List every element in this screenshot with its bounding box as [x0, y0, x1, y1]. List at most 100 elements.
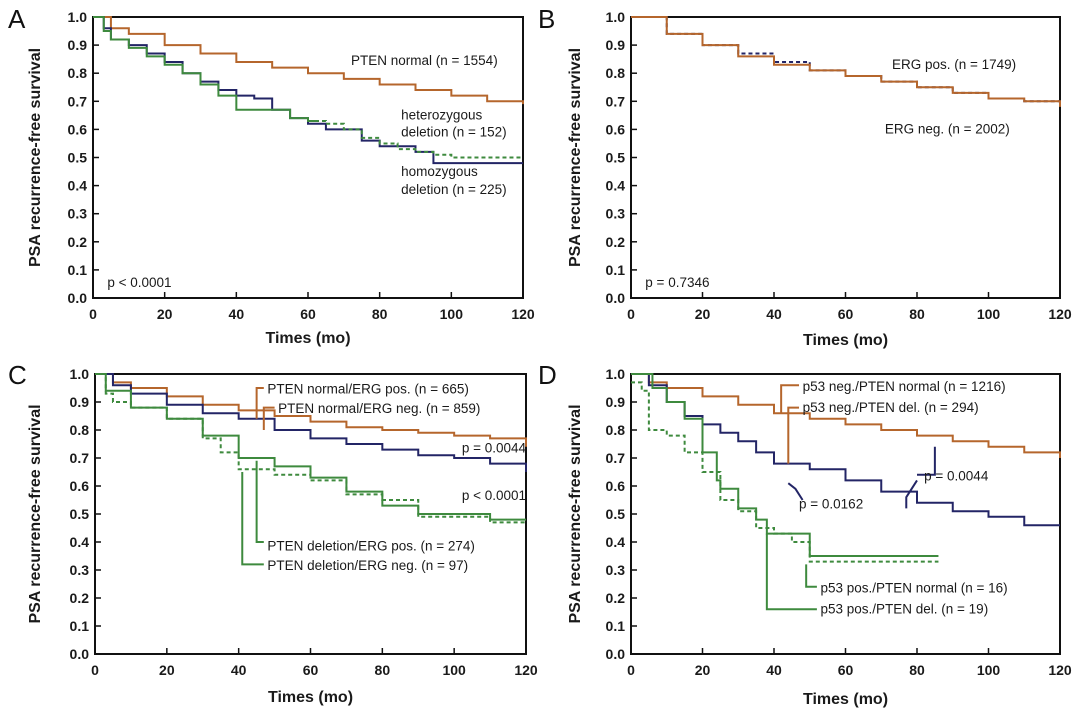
y-tick-label: 0.6 [606, 121, 626, 137]
y-tick-label: 0.4 [606, 534, 626, 550]
y-tick-label: 0.5 [606, 150, 626, 166]
annotation-label: p53 neg./PTEN normal (n = 1216) [803, 379, 1006, 394]
x-tick-label: 80 [375, 662, 391, 678]
y-tick-label: 0.2 [68, 234, 88, 250]
y-axis-label: PSA recurrence-free survival [567, 404, 584, 623]
series-line [93, 16, 523, 165]
leader-line [255, 460, 264, 543]
x-tick-label: 100 [442, 662, 466, 678]
annotation-label: p < 0.0001 [462, 488, 526, 503]
annotation-label: deletion (n = 152) [401, 124, 506, 139]
y-tick-label: 0.4 [68, 178, 88, 194]
leader-line [241, 472, 264, 566]
x-tick-label: 20 [157, 306, 173, 322]
x-tick-label: 20 [159, 662, 175, 678]
x-axis-label: Times (mo) [265, 330, 350, 347]
x-tick-label: 40 [766, 662, 782, 678]
x-tick-label: 40 [229, 306, 245, 322]
x-tick-label: 0 [627, 306, 635, 322]
x-tick-label: 60 [300, 306, 316, 322]
x-tick-label: 80 [909, 662, 925, 678]
y-tick-label: 0.7 [70, 450, 90, 466]
y-tick-label: 0.8 [68, 65, 88, 81]
annotation-label: p = 0.0044 [924, 468, 989, 483]
y-tick-label: 0.5 [70, 506, 90, 522]
annotation-label: PTEN deletion/ERG neg. (n = 97) [267, 558, 468, 573]
x-tick-label: 0 [91, 662, 99, 678]
y-tick-label: 0.0 [68, 290, 88, 306]
y-axis-label: PSA recurrence-free survival [27, 404, 44, 623]
y-tick-label: 0.0 [606, 646, 626, 662]
x-axis-label: Times (mo) [268, 689, 353, 706]
annotation-label: ERG neg. (n = 2002) [885, 122, 1010, 137]
y-tick-label: 0.7 [68, 93, 88, 109]
y-tick-label: 0.3 [606, 562, 626, 578]
panel-c: C 0.0 0.1 0.2 0.3 0.4 0.5 0.6 0.7 0.8 0.9 1.0 0 20 40 6… [8, 360, 538, 706]
panel-letter: B [538, 4, 555, 34]
annotation-label: p53 pos./PTEN normal (n = 16) [820, 580, 1007, 595]
y-tick-label: 0.8 [606, 422, 626, 438]
x-tick-label: 0 [89, 306, 97, 322]
y-tick-label: 0.9 [70, 394, 90, 410]
x-tick-label: 60 [838, 662, 854, 678]
panel-b: B 0.0 0.1 0.2 0.3 0.4 0.5 0.6 0.7 0.8 0.9 1.0 0 20 40 6… [538, 4, 1072, 349]
x-tick-label: 20 [695, 662, 711, 678]
series-line [93, 16, 524, 105]
x-tick-label: 120 [1048, 662, 1072, 678]
y-tick-label: 1.0 [606, 366, 626, 382]
series-line [308, 119, 523, 159]
x-tick-label: 100 [440, 306, 464, 322]
annotation-label: deletion (n = 225) [401, 182, 506, 197]
annotation-label: homozygous [401, 164, 478, 179]
annotation-label: PTEN normal/ERG pos. (n = 665) [267, 382, 468, 397]
series-line [95, 373, 527, 472]
x-tick-label: 100 [977, 662, 1001, 678]
leader-line [787, 406, 800, 464]
x-tick-label: 100 [977, 306, 1001, 322]
leader-line [765, 533, 817, 611]
y-tick-label: 0.3 [606, 206, 626, 222]
y-tick-label: 1.0 [68, 9, 88, 25]
y-tick-label: 0.4 [70, 534, 90, 550]
x-tick-label: 40 [231, 662, 247, 678]
y-tick-label: 0.8 [70, 422, 90, 438]
leader-line [905, 479, 918, 509]
x-tick-label: 60 [303, 662, 319, 678]
leader-line [262, 406, 275, 430]
x-tick-label: 40 [766, 306, 782, 322]
annotation-label: p < 0.0001 [107, 275, 171, 290]
y-tick-label: 0.2 [70, 590, 90, 606]
panel-letter: D [538, 360, 557, 390]
x-axis-label: Times (mo) [803, 332, 888, 349]
series-line [631, 16, 1061, 107]
leader-line [780, 384, 800, 414]
y-tick-label: 1.0 [606, 9, 626, 25]
panel-a: A 0.0 0.1 0.2 0.3 0.4 0.5 0.6 0.7 0.8 0.9 1.0 0 20 40 6… [8, 4, 535, 347]
y-tick-label: 0.7 [606, 93, 626, 109]
annotation-label: p = 0.0162 [799, 496, 863, 511]
y-tick-label: 0.3 [70, 562, 90, 578]
y-tick-label: 0.0 [70, 646, 90, 662]
y-tick-label: 0.9 [68, 37, 88, 53]
y-tick-label: 0.6 [68, 121, 88, 137]
y-tick-label: 0.5 [606, 506, 626, 522]
y-tick-label: 0.9 [606, 37, 626, 53]
leader-line [787, 482, 804, 501]
x-tick-label: 120 [1048, 306, 1072, 322]
annotation-label: PTEN normal/ERG neg. (n = 859) [278, 401, 480, 416]
x-tick-label: 120 [511, 306, 535, 322]
y-tick-label: 0.6 [606, 478, 626, 494]
x-tick-label: 0 [627, 662, 635, 678]
annotation-label: PTEN normal (n = 1554) [351, 53, 498, 68]
y-tick-label: 0.4 [606, 178, 626, 194]
y-axis-label: PSA recurrence-free survival [567, 48, 584, 267]
y-tick-label: 1.0 [70, 366, 90, 382]
series-line [95, 373, 526, 524]
series-line [631, 373, 939, 557]
y-tick-label: 0.9 [606, 394, 626, 410]
y-tick-label: 0.2 [606, 234, 626, 250]
annotation-label: ERG pos. (n = 1749) [892, 57, 1016, 72]
y-tick-label: 0.7 [606, 450, 626, 466]
annotation-label: p53 pos./PTEN del. (n = 19) [820, 601, 988, 616]
